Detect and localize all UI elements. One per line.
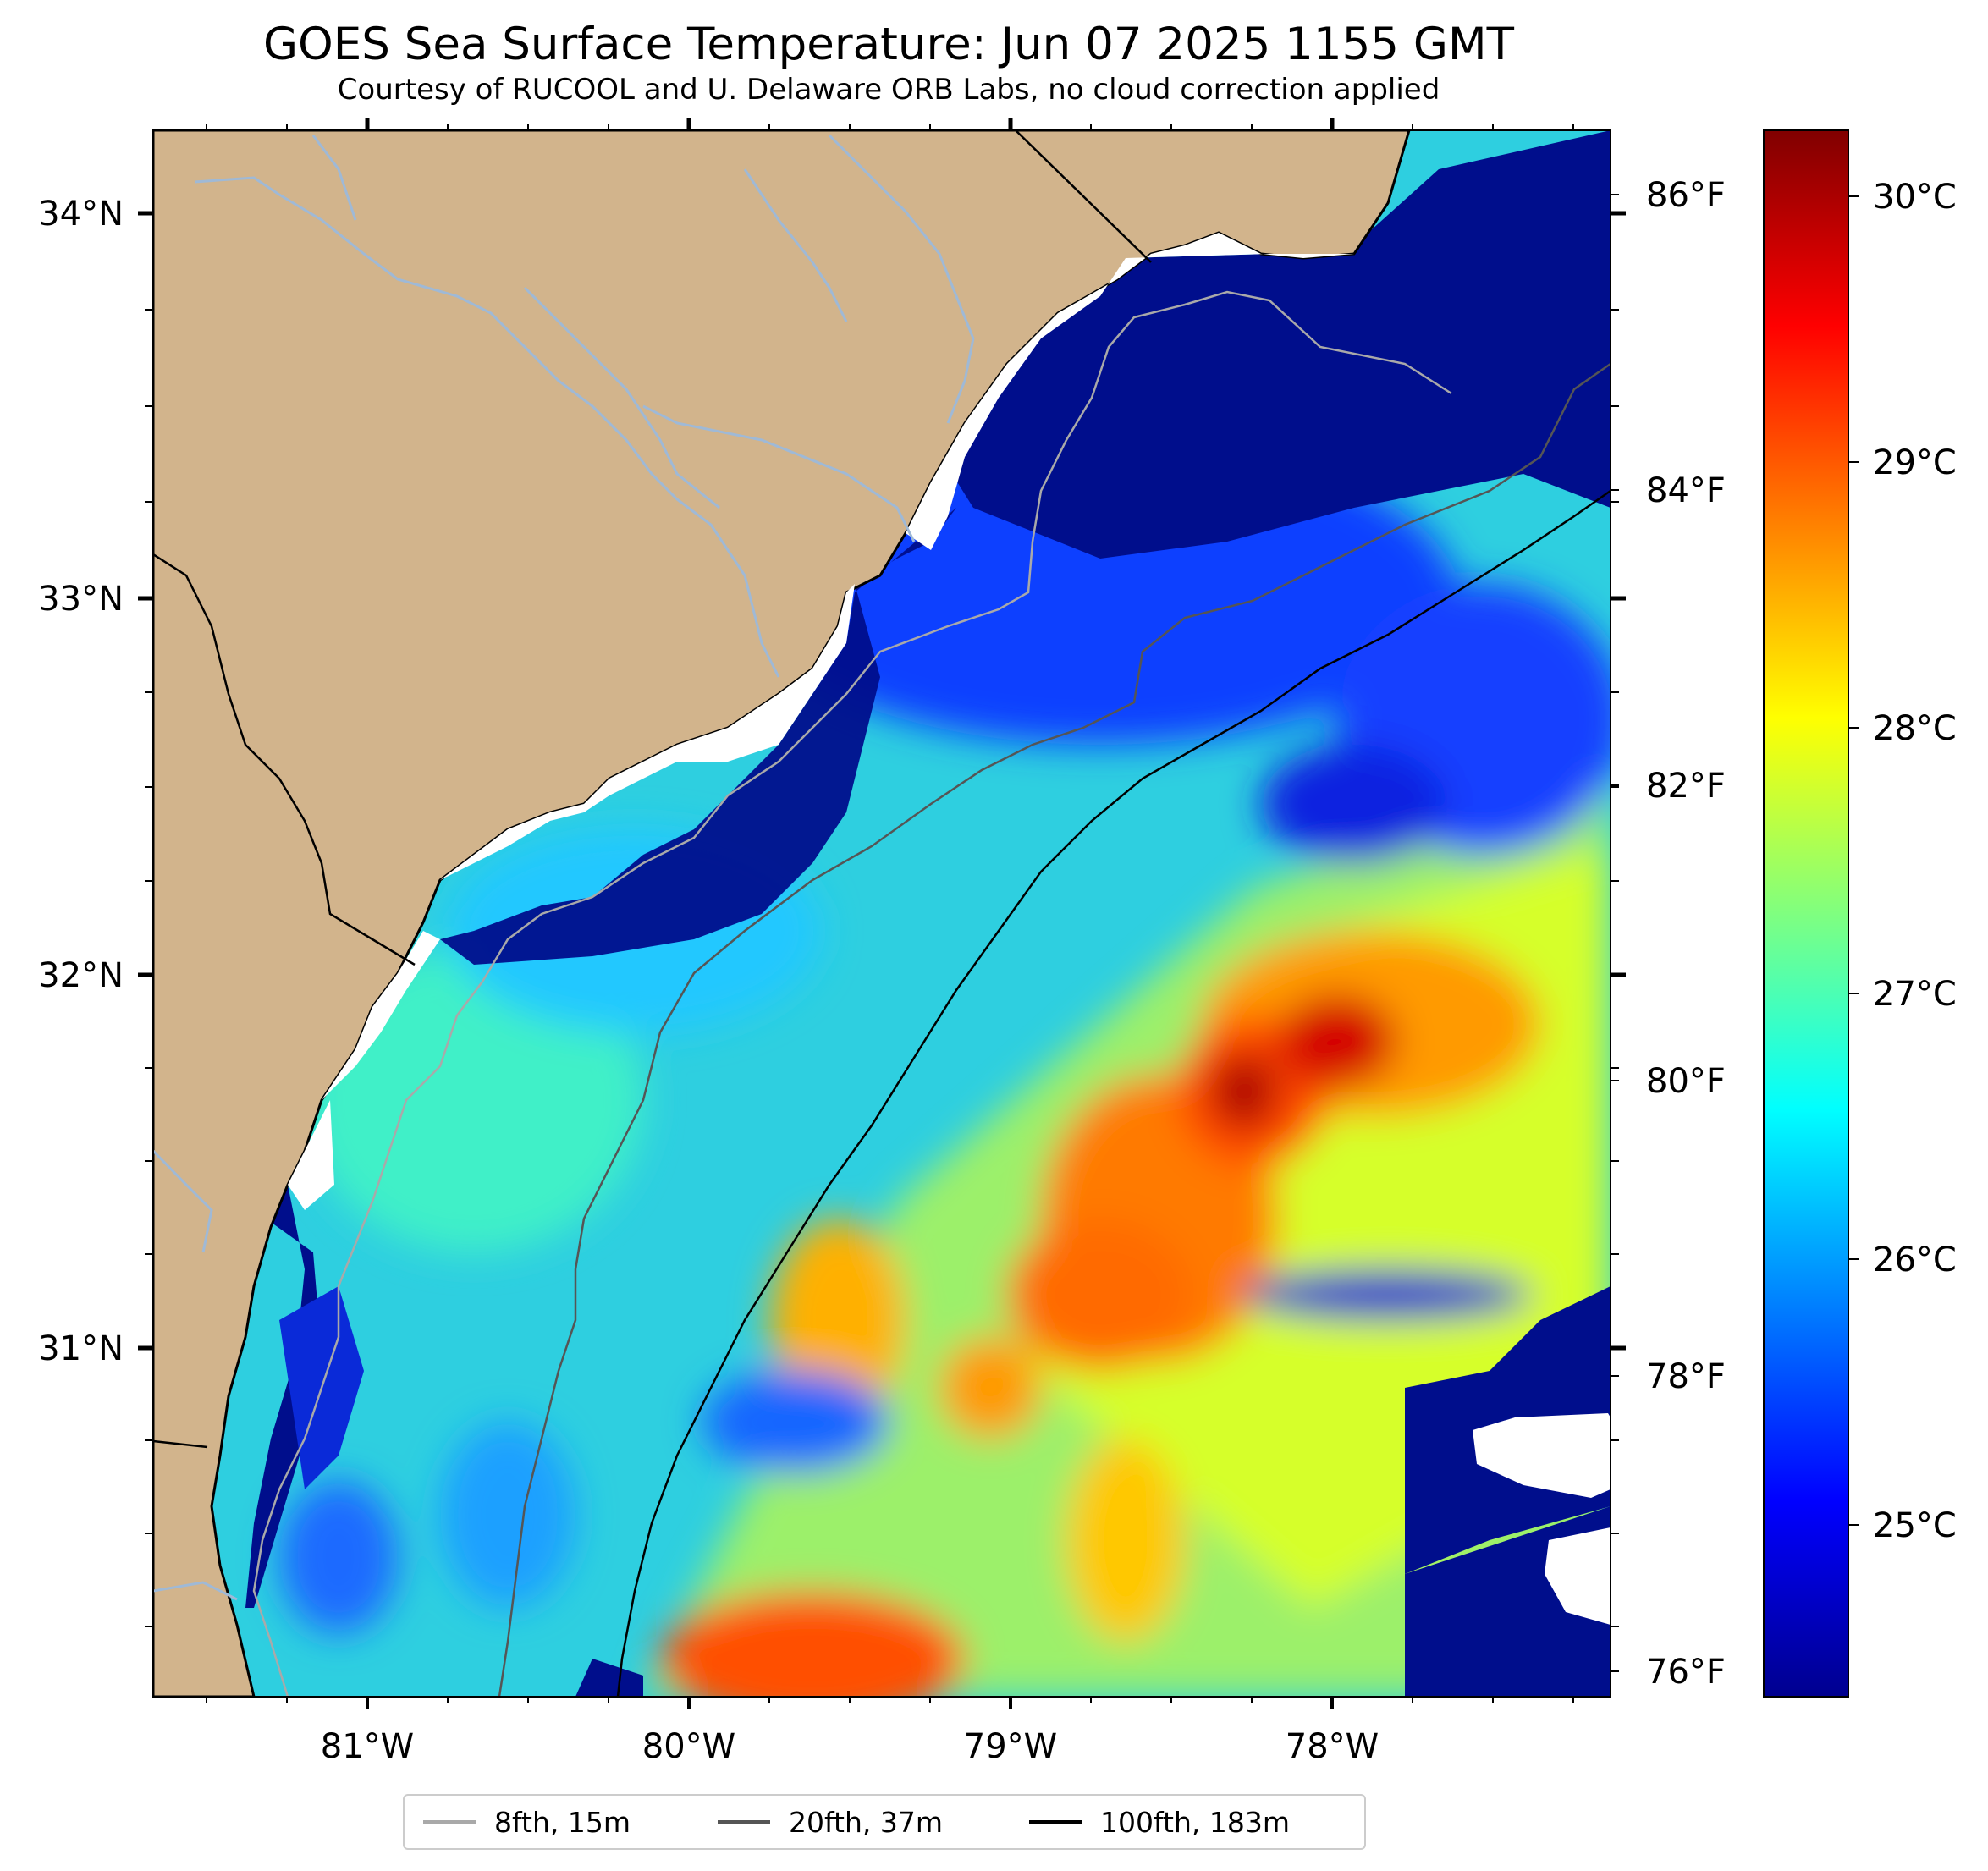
contour-20fth <box>498 362 1611 1697</box>
celsius-tick-label: 25°C <box>1873 1506 1957 1545</box>
coastal-fringe-mid <box>440 584 855 880</box>
lat-tick-label: 33°N <box>38 580 124 619</box>
colorbar <box>1763 129 1849 1698</box>
legend-label: 100fth, 183m <box>1100 1805 1290 1839</box>
map-frame <box>152 129 1611 1698</box>
no-data-patches <box>1473 1413 1611 1625</box>
map-area <box>153 130 1611 1697</box>
contour-8fth <box>252 290 1452 1697</box>
bathymetry-contours <box>252 290 1611 1697</box>
celsius-tick-label: 30°C <box>1873 178 1957 217</box>
legend-line-swatch <box>423 1820 476 1824</box>
rivers <box>153 134 975 1601</box>
legend-item-100fth: 100fth, 183m <box>1029 1796 1290 1848</box>
coastal-fringe-south <box>322 931 440 1100</box>
lat-tick-label: 32°N <box>38 956 124 995</box>
fahrenheit-tick-label: 84°F <box>1646 471 1726 510</box>
state-borders <box>153 130 1152 1449</box>
fahrenheit-tick-label: 86°F <box>1646 176 1726 215</box>
bathymetry-legend: 8fth, 15m 20fth, 37m 100fth, 183m <box>403 1794 1366 1850</box>
fahrenheit-tick-label: 80°F <box>1646 1062 1726 1101</box>
celsius-tick-label: 27°C <box>1873 975 1957 1014</box>
map-subtitle: Courtesy of RUCOOL and U. Delaware ORB L… <box>337 73 1440 107</box>
lon-tick-label: 78°W <box>1286 1727 1379 1766</box>
axis-ticks <box>138 118 1626 1709</box>
fahrenheit-tick-label: 82°F <box>1646 767 1726 806</box>
celsius-tick-label: 28°C <box>1873 709 1957 748</box>
coastal-fringe-north <box>906 233 1354 550</box>
celsius-tick-label: 26°C <box>1873 1241 1957 1279</box>
legend-label: 8fth, 15m <box>494 1805 631 1839</box>
legend-line-swatch <box>1029 1820 1082 1824</box>
coastal-fringe-sound <box>288 1100 334 1210</box>
lat-tick-label: 31°N <box>38 1329 124 1368</box>
fahrenheit-tick-label: 76°F <box>1646 1653 1726 1692</box>
colorbar-ticks <box>1848 195 1859 1526</box>
sst-field <box>279 440 1611 1697</box>
lon-tick-label: 80°W <box>642 1727 735 1766</box>
legend-label: 20fth, 37m <box>789 1805 943 1839</box>
celsius-tick-label: 29°C <box>1873 443 1957 482</box>
lon-tick-label: 79°W <box>964 1727 1057 1766</box>
lon-tick-label: 81°W <box>321 1727 414 1766</box>
legend-item-8fth: 8fth, 15m <box>423 1796 631 1848</box>
contour-100fth <box>616 489 1611 1697</box>
legend-line-swatch <box>718 1820 770 1824</box>
lat-tick-label: 34°N <box>38 195 124 234</box>
map-title: GOES Sea Surface Temperature: Jun 07 202… <box>262 19 1515 70</box>
fahrenheit-tick-label: 78°F <box>1646 1357 1726 1396</box>
sst-map-figure: 81°W 80°W 79°W 78°W 34°N 33°N 32°N 31°N … <box>38 118 1957 1766</box>
legend-item-20fth: 20fth, 37m <box>718 1796 943 1848</box>
